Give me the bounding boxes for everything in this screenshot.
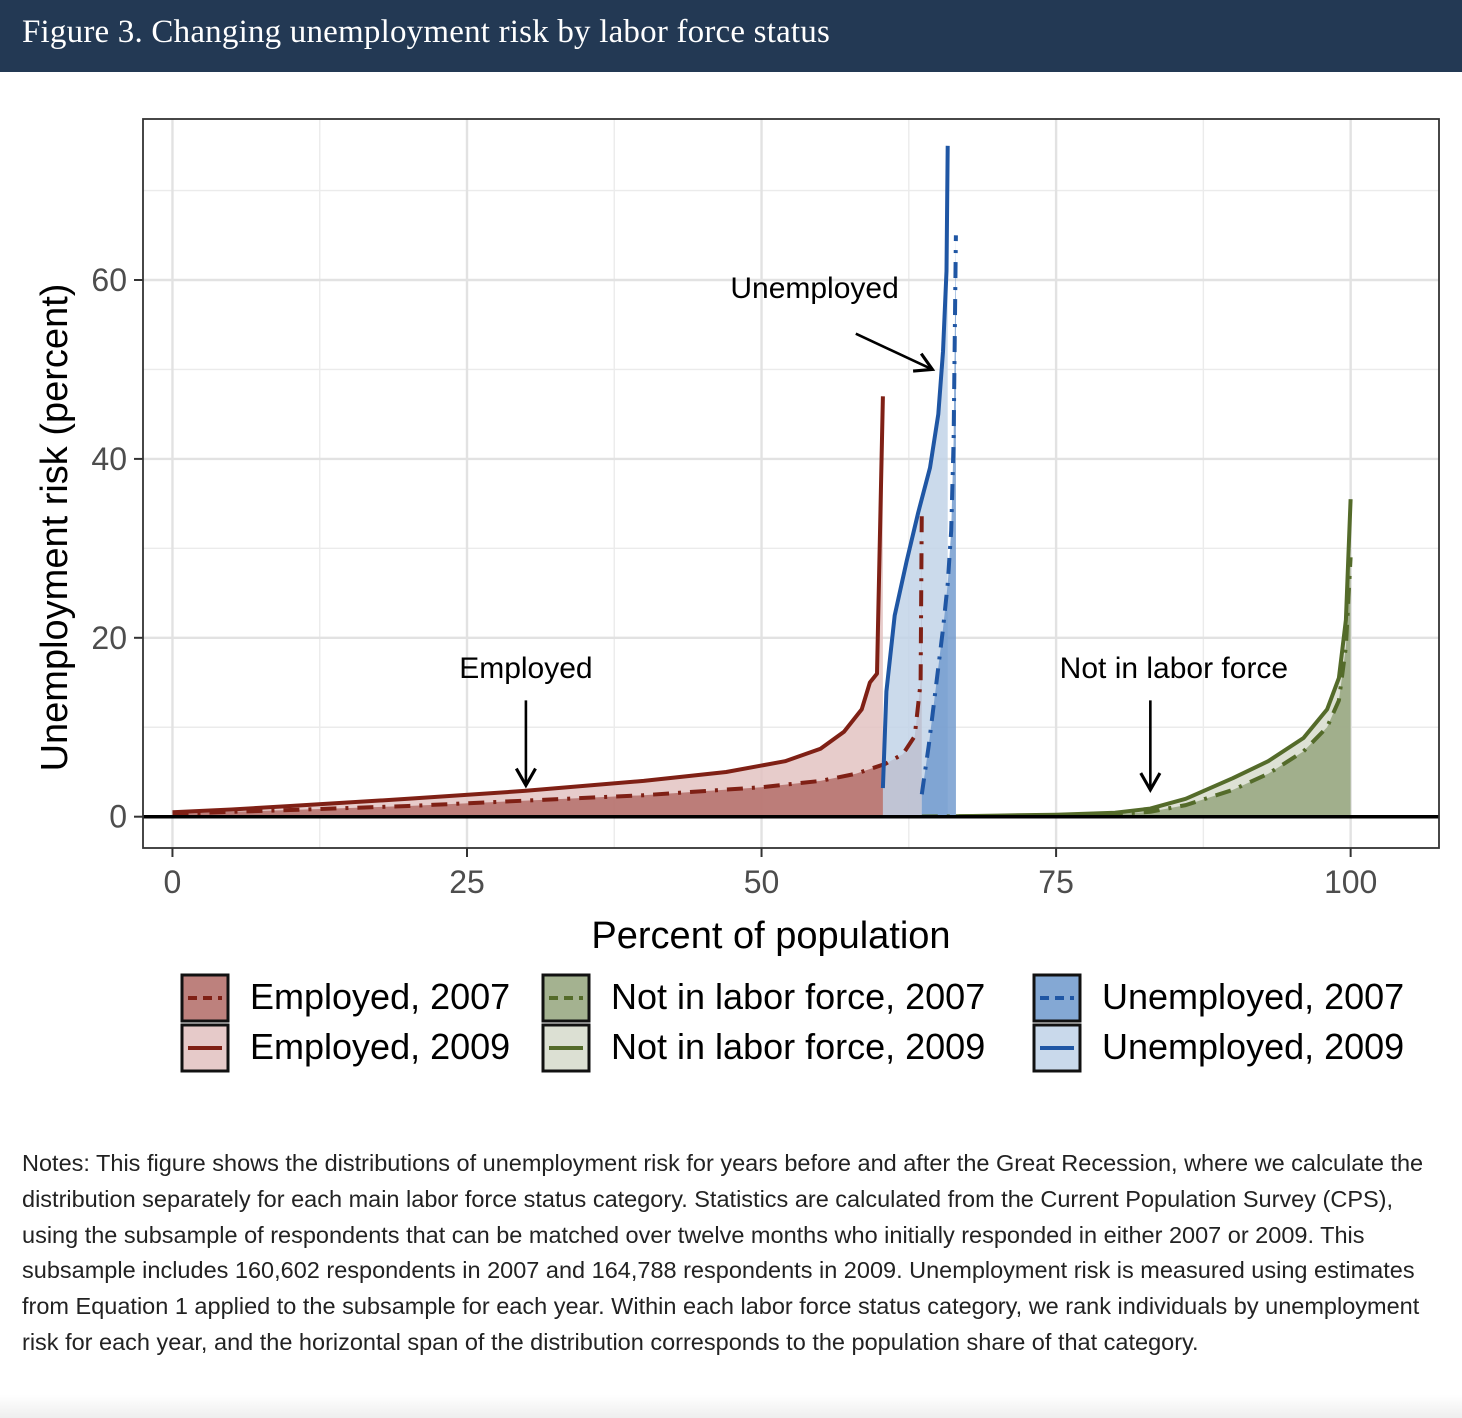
- x-tick-label: 25: [449, 864, 485, 900]
- series-line-unemployed-2009: [880, 145, 950, 789]
- y-axis-label: Unemployment risk (percent): [34, 284, 76, 772]
- annotation-label-not-in-labor-force: Not in labor force: [1060, 652, 1288, 685]
- legend-label-employed-2007: Employed, 2007: [250, 976, 510, 1017]
- x-tick-label: 75: [1038, 864, 1074, 900]
- series-fill-nilf-2007: [921, 557, 1351, 817]
- legend: Employed, 2007 Employed, 2009 Not in labor…: [180, 973, 1404, 1073]
- legend-label-unemployed-2009: Unemployed, 2009: [1102, 1026, 1404, 1067]
- legend-label-unemployed-2007: Unemployed, 2007: [1102, 976, 1404, 1017]
- plot-background: [143, 119, 1439, 848]
- y-tick-label: 0: [109, 799, 127, 835]
- series-fill-employed-2007: [172, 508, 922, 817]
- series-fill-unemployed-2009: [882, 145, 948, 817]
- annotations: Employed Unemployed Not in labor force: [459, 272, 1288, 794]
- series-line-nilf-2007: [921, 557, 1353, 819]
- figure-title: Figure 3. Changing unemployment risk by …: [22, 14, 831, 50]
- x-axis-label: Percent of population: [591, 915, 950, 957]
- series-fill-employed-2009: [172, 396, 883, 817]
- annotation-label-employed: Employed: [459, 652, 592, 685]
- y-tick-label: 60: [91, 262, 127, 298]
- series-fill-unemployed-2007: [921, 235, 956, 817]
- unemployment-risk-chart: Employed Unemployed Not in labor force 0 25…: [34, 118, 1440, 1073]
- axes: 0 25 50 75 100 0 20 40 60 Percent of population Un…: [34, 118, 1440, 957]
- bottom-fade: [0, 1395, 1462, 1418]
- annotation-label-unemployed: Unemployed: [730, 272, 898, 305]
- distribution-fills: [172, 145, 1351, 817]
- series-line-unemployed-2007: [919, 235, 958, 795]
- legend-label-employed-2009: Employed, 2009: [250, 1026, 510, 1067]
- figure-title-bar: Figure 3. Changing unemployment risk by …: [0, 0, 1462, 72]
- plot-panel: [143, 119, 1439, 848]
- distribution-lines: [172, 145, 1353, 819]
- legend-label-nilf-2007: Not in labor force, 2007: [611, 976, 985, 1017]
- series-line-employed-2009: [172, 396, 885, 815]
- x-tick-label: 0: [164, 864, 182, 900]
- series-line-nilf-2009: [955, 499, 1353, 819]
- x-tick-label: 100: [1324, 864, 1377, 900]
- series-line-employed-2007: [172, 508, 924, 816]
- x-tick-label: 50: [744, 864, 780, 900]
- legend-label-nilf-2009: Not in labor force, 2009: [611, 1026, 985, 1067]
- y-tick-label: 40: [91, 441, 127, 477]
- y-tick-label: 20: [91, 620, 127, 656]
- annotation-arrow-unemployed: [855, 332, 936, 373]
- figure-notes: Notes: This figure shows the distributio…: [22, 1150, 1424, 1355]
- plot-border: [142, 118, 1440, 849]
